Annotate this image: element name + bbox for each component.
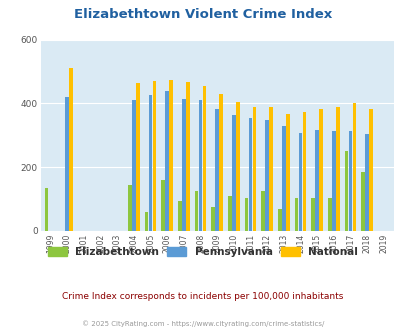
Bar — [215, 109, 219, 231]
Bar — [152, 81, 156, 231]
Bar — [277, 209, 281, 231]
Bar — [132, 100, 135, 231]
Bar — [248, 118, 252, 231]
Bar — [364, 134, 368, 231]
Bar — [181, 99, 185, 231]
Bar — [169, 80, 173, 231]
Text: Elizabethtown Violent Crime Index: Elizabethtown Violent Crime Index — [74, 8, 331, 21]
Bar — [136, 83, 139, 231]
Bar — [144, 212, 148, 231]
Bar — [219, 94, 222, 231]
Bar — [69, 68, 73, 231]
Bar — [194, 191, 198, 231]
Bar — [348, 131, 352, 231]
Bar — [335, 107, 339, 231]
Bar — [281, 126, 285, 231]
Bar — [161, 180, 165, 231]
Bar — [228, 196, 231, 231]
Bar — [265, 120, 269, 231]
Bar — [369, 109, 372, 231]
Bar — [319, 109, 322, 231]
Bar — [244, 197, 248, 231]
Bar — [298, 133, 302, 231]
Text: © 2025 CityRating.com - https://www.cityrating.com/crime-statistics/: © 2025 CityRating.com - https://www.city… — [82, 321, 323, 327]
Bar — [45, 188, 48, 231]
Bar — [269, 107, 272, 231]
Bar — [315, 130, 318, 231]
Bar — [235, 102, 239, 231]
Bar — [198, 100, 202, 231]
Bar — [211, 207, 215, 231]
Bar — [148, 95, 152, 231]
Bar — [261, 191, 264, 231]
Bar — [302, 112, 306, 231]
Bar — [185, 82, 189, 231]
Bar — [128, 185, 131, 231]
Bar — [202, 86, 206, 231]
Bar — [311, 197, 314, 231]
Bar — [294, 197, 298, 231]
Bar — [327, 197, 331, 231]
Legend: Elizabethtown, Pennsylvania, National: Elizabethtown, Pennsylvania, National — [45, 244, 360, 260]
Bar — [165, 91, 168, 231]
Bar — [232, 115, 235, 231]
Bar — [344, 151, 347, 231]
Text: Crime Index corresponds to incidents per 100,000 inhabitants: Crime Index corresponds to incidents per… — [62, 292, 343, 301]
Bar — [65, 97, 69, 231]
Bar — [352, 103, 356, 231]
Bar — [285, 114, 289, 231]
Bar — [178, 201, 181, 231]
Bar — [360, 172, 364, 231]
Bar — [252, 107, 256, 231]
Bar — [331, 130, 335, 231]
